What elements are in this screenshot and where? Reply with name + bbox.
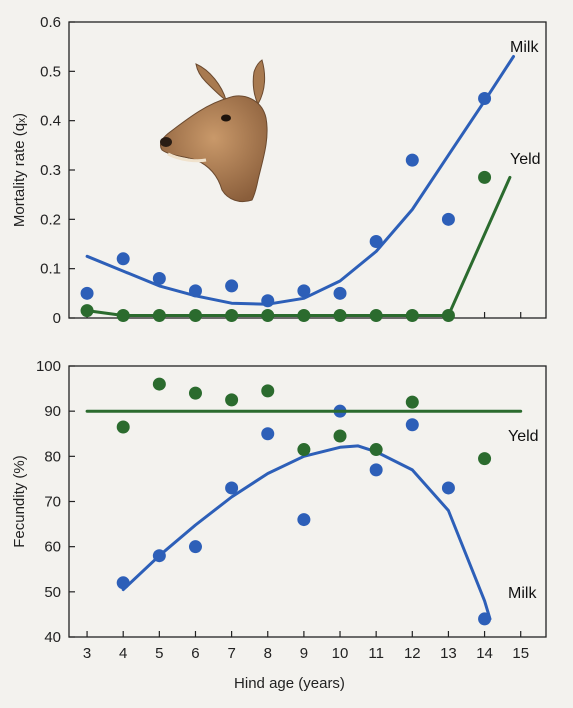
y-tick-label: 0.5 bbox=[40, 63, 61, 80]
yeld-data-point bbox=[116, 420, 130, 434]
x-tick-label: 12 bbox=[404, 645, 421, 662]
x-tick-label: 7 bbox=[227, 645, 235, 662]
yeld-data-point bbox=[297, 443, 311, 457]
yeld-data-point bbox=[369, 443, 383, 457]
milk-data-point bbox=[369, 463, 383, 477]
y-tick-label: 50 bbox=[44, 584, 61, 601]
yeld-data-point bbox=[152, 377, 166, 391]
milk-data-point bbox=[405, 153, 419, 167]
yeld-data-point bbox=[261, 309, 275, 323]
x-tick-label: 8 bbox=[264, 645, 272, 662]
yeld-data-point bbox=[478, 452, 492, 466]
plot-frame bbox=[68, 365, 547, 638]
milk-series-label: Milk bbox=[508, 585, 537, 602]
x-tick-label: 13 bbox=[440, 645, 457, 662]
milk-data-point bbox=[152, 549, 166, 563]
y-tick-label: 90 bbox=[44, 403, 61, 420]
milk-data-point bbox=[225, 279, 239, 293]
y-tick-label: 0.6 bbox=[40, 14, 61, 31]
yeld-series-label: Yeld bbox=[508, 428, 539, 445]
y-axis-label: Mortality rate (qₓ) bbox=[11, 113, 28, 227]
yeld-data-point bbox=[80, 304, 94, 318]
yeld-data-point bbox=[152, 309, 166, 323]
milk-data-point bbox=[297, 284, 311, 298]
yeld-fit-line bbox=[85, 175, 512, 317]
y-tick-label: 80 bbox=[44, 448, 61, 465]
yeld-data-point bbox=[116, 309, 130, 323]
yeld-data-point bbox=[441, 309, 455, 323]
yeld-data-point bbox=[297, 309, 311, 323]
yeld-data-point bbox=[478, 170, 492, 184]
milk-data-point bbox=[116, 252, 130, 266]
yeld-data-point bbox=[333, 429, 347, 443]
panel-mortality: 0 0.1 0.2 0.3 0.4 0.5 0.6 Mortality rate (qₓ) Mi… bbox=[11, 14, 547, 327]
yeld-data-point bbox=[405, 395, 419, 409]
yeld-data-point bbox=[188, 386, 202, 400]
yeld-data-point bbox=[225, 393, 239, 407]
y-axis-label: Fecundity (%) bbox=[11, 455, 28, 548]
milk-data-point bbox=[152, 272, 166, 286]
yeld-data-point bbox=[369, 309, 383, 323]
milk-data-point bbox=[225, 481, 239, 495]
y-tick-label: 0.3 bbox=[40, 162, 61, 179]
y-tick-label: 40 bbox=[44, 629, 61, 646]
x-axis-label: Hind age (years) bbox=[234, 675, 345, 692]
milk-data-point bbox=[261, 427, 275, 441]
yeld-series-label: Yeld bbox=[510, 151, 541, 168]
x-tick-label: 6 bbox=[191, 645, 199, 662]
milk-data-point bbox=[478, 91, 492, 105]
milk-data-point bbox=[369, 235, 383, 249]
milk-data-point bbox=[116, 576, 130, 590]
y-tick-label: 60 bbox=[44, 539, 61, 556]
y-tick-label: 100 bbox=[36, 358, 61, 375]
deer-head-illustration bbox=[159, 59, 268, 203]
milk-fit-line bbox=[121, 444, 492, 621]
y-tick-label: 0 bbox=[53, 310, 61, 327]
yeld-data-point bbox=[405, 309, 419, 323]
y-tick-label: 0.2 bbox=[40, 211, 61, 228]
milk-data-point bbox=[441, 481, 455, 495]
x-tick-label: 10 bbox=[332, 645, 349, 662]
milk-data-point bbox=[188, 540, 202, 554]
yeld-data-point bbox=[225, 309, 239, 323]
milk-data-point bbox=[80, 286, 94, 300]
milk-data-point bbox=[478, 612, 492, 626]
yeld-data-point bbox=[261, 384, 275, 398]
x-tick-label: 14 bbox=[476, 645, 493, 662]
milk-series-label: Milk bbox=[510, 39, 539, 56]
y-tick-label: 70 bbox=[44, 494, 61, 511]
milk-fit-line bbox=[85, 55, 515, 306]
plot-layer: 0 0.1 0.2 0.3 0.4 0.5 0.6 Mortality rate (qₓ) Mi… bbox=[11, 14, 547, 692]
milk-data-point bbox=[333, 286, 347, 300]
y-tick-label: 0.1 bbox=[40, 261, 61, 278]
x-tick-label: 4 bbox=[119, 645, 127, 662]
milk-data-point bbox=[188, 284, 202, 298]
plot-frame bbox=[68, 21, 547, 319]
x-tick-label: 11 bbox=[368, 645, 384, 662]
milk-data-point bbox=[297, 513, 311, 527]
yeld-data-point bbox=[188, 309, 202, 323]
x-tick-label: 9 bbox=[300, 645, 308, 662]
panel-fecundity: 40 50 60 70 80 90 100 3 4 5 6 7 8 9 10 11 12 13 14 15 Fecund… bbox=[11, 358, 547, 692]
milk-data-point bbox=[405, 418, 419, 432]
y-tick-label: 0.4 bbox=[40, 113, 61, 130]
x-tick-label: 5 bbox=[155, 645, 163, 662]
x-tick-label: 3 bbox=[83, 645, 91, 662]
milk-data-point bbox=[261, 294, 275, 308]
milk-data-point bbox=[441, 212, 455, 226]
x-tick-label: 15 bbox=[512, 645, 529, 662]
yeld-data-point bbox=[333, 309, 347, 323]
